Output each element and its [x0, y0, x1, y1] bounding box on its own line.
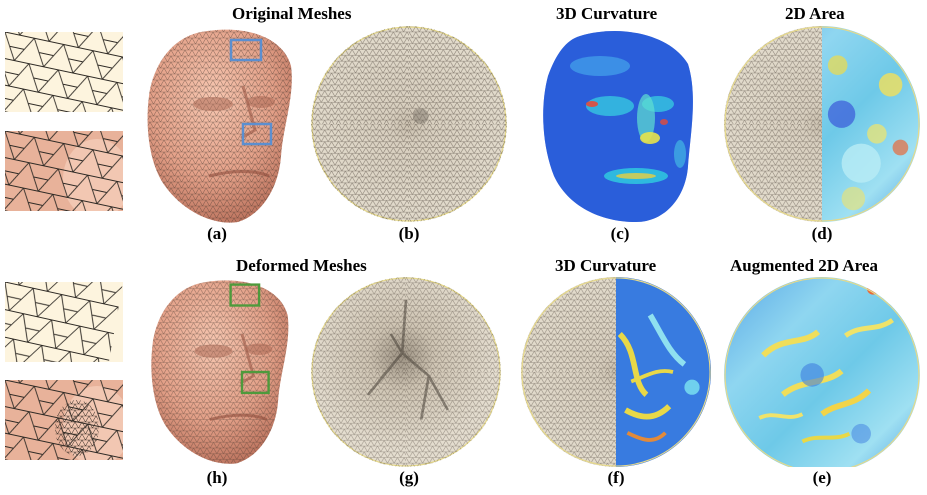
label-b: (b) — [398, 224, 420, 243]
highlight-box-nose — [241, 122, 273, 146]
curvature-disk-deformed — [521, 277, 711, 467]
header-3d-curvature-bottom: 3D Curvature — [555, 256, 657, 275]
highlight-box-forehead — [229, 38, 263, 62]
face-mesh-original — [143, 26, 303, 226]
label-c: (c) — [610, 224, 630, 243]
zoom-inset-nose-deformed — [5, 380, 123, 460]
curvature-face-map — [540, 26, 700, 224]
zoom-inset-forehead-deformed — [5, 282, 123, 362]
face-mesh-deformed — [143, 277, 303, 467]
header-original-meshes: Original Meshes — [232, 4, 352, 23]
augmented-area-disk — [724, 277, 920, 467]
label-d: (d) — [811, 224, 833, 243]
zoom-inset-forehead-original — [5, 32, 123, 112]
header-augmented-2d-area: Augmented 2D Area — [730, 256, 878, 275]
label-g: (g) — [399, 468, 419, 487]
label-e: (e) — [812, 468, 832, 487]
label-a: (a) — [207, 224, 227, 243]
label-h: (h) — [206, 468, 228, 487]
zoom-inset-nose-original — [5, 131, 123, 211]
disk-mesh-deformed — [311, 277, 501, 467]
header-2d-area-top: 2D Area — [785, 4, 845, 23]
header-3d-curvature-top: 3D Curvature — [556, 4, 658, 23]
label-f: (f) — [607, 468, 625, 487]
area-disk-original — [724, 26, 920, 222]
highlight-box-forehead-deformed — [229, 283, 261, 307]
header-deformed-meshes: Deformed Meshes — [236, 256, 367, 275]
disk-mesh-original — [311, 26, 507, 222]
highlight-box-nose-deformed — [240, 370, 270, 395]
